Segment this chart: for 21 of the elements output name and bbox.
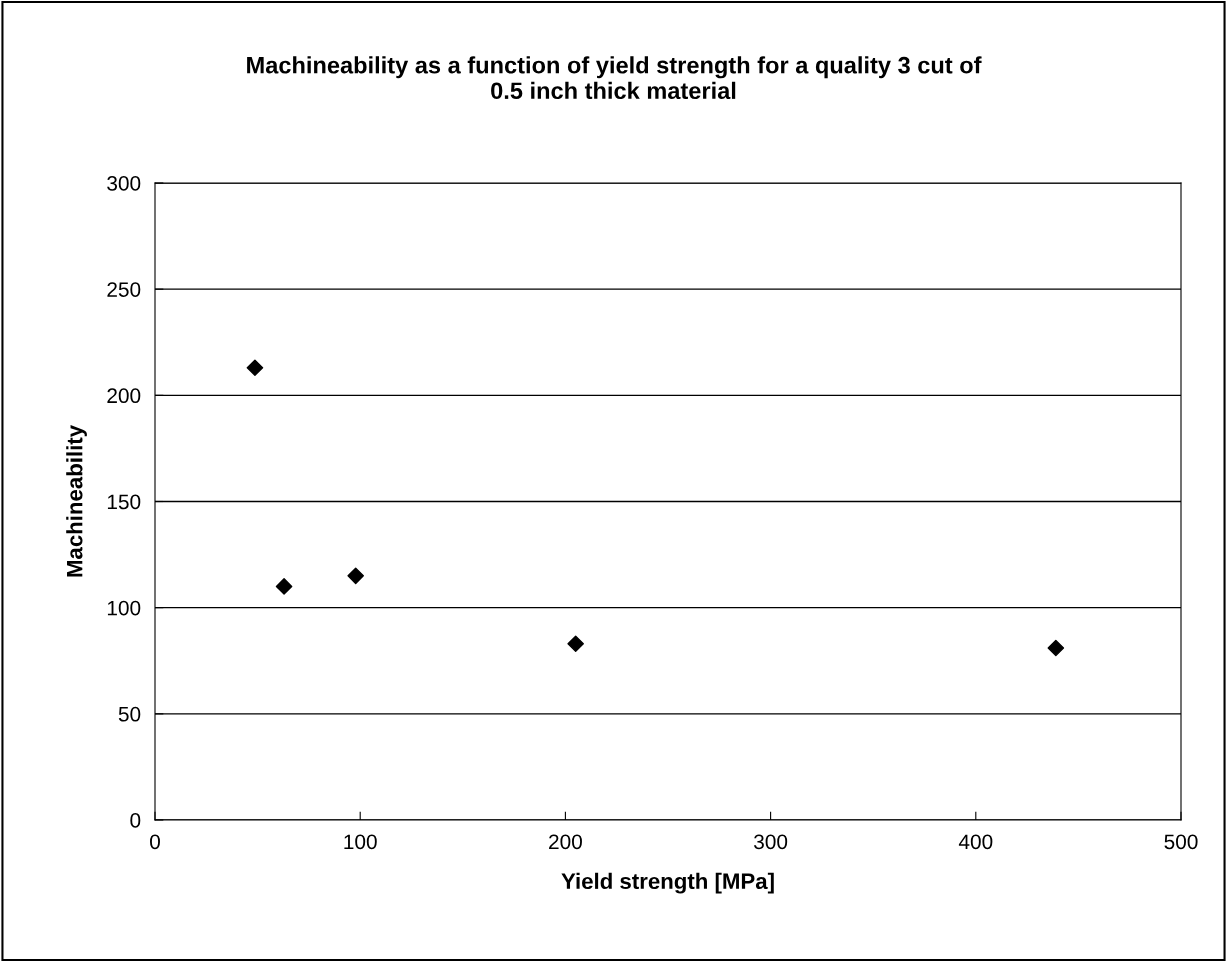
y-tick-label: 100 <box>107 600 141 616</box>
x-tick-label: 500 <box>1164 834 1198 850</box>
x-tick-label: 400 <box>958 834 993 850</box>
x-tick-label: 0 <box>150 834 160 850</box>
point <box>567 635 584 653</box>
y-axis-title: Machineability <box>66 425 87 577</box>
point <box>347 567 364 585</box>
point <box>246 359 264 377</box>
x-tick-label: 200 <box>549 834 582 850</box>
point <box>275 578 293 595</box>
x-tick-label: 300 <box>754 834 788 850</box>
point <box>1047 639 1065 657</box>
x-tick-label: 100 <box>344 834 377 850</box>
y-tick-label: 150 <box>107 494 141 510</box>
y-tick-label: 0 <box>130 813 141 828</box>
y-tick-label: 50 <box>118 706 141 722</box>
y-tick-label: 200 <box>107 388 141 404</box>
y-tick-label: 300 <box>107 176 141 191</box>
chart-title: Machineability as a function of yield strength for a quality 3 cut of 0.5 inch thick material <box>247 56 982 100</box>
y-tick-label: 250 <box>107 282 141 297</box>
x-axis-title: Yield strength [MPa] <box>561 872 774 894</box>
